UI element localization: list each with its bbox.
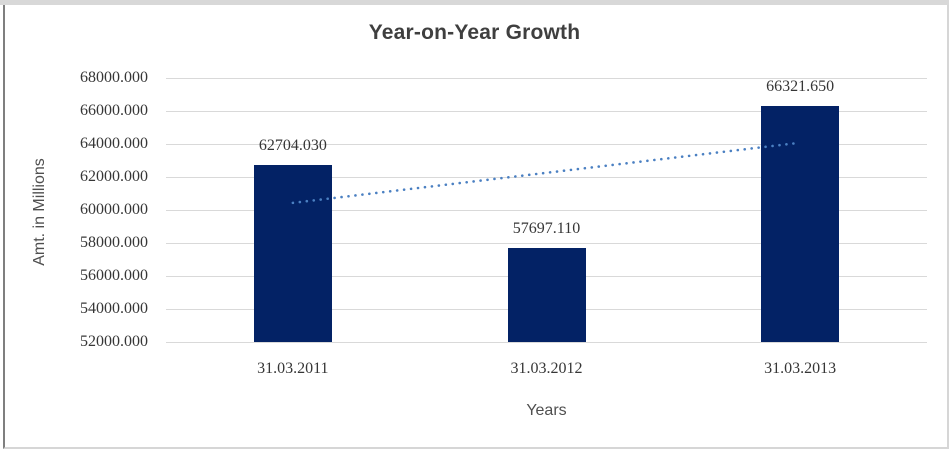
window-edge-strip (0, 0, 949, 5)
y-tick-label: 58000.000 (80, 234, 148, 251)
y-tick-label: 56000.000 (80, 267, 148, 284)
gridline (166, 111, 927, 112)
y-tick-label: 54000.000 (80, 300, 148, 317)
y-tick-label: 66000.000 (80, 102, 148, 119)
y-tick-label: 60000.000 (80, 201, 148, 218)
x-axis-title: Years (526, 402, 567, 419)
gridline (166, 342, 927, 343)
bar (507, 247, 586, 342)
y-tick-label: 68000.000 (80, 69, 148, 86)
y-tick-label: 64000.000 (80, 135, 148, 152)
chart-title: Year-on-Year Growth (368, 21, 581, 44)
x-tick-label: 31.03.2012 (510, 360, 583, 377)
bar (253, 165, 332, 342)
bar (761, 105, 840, 342)
data-label: 66321.650 (766, 77, 835, 95)
data-label: 62704.030 (258, 137, 327, 155)
trendline-dotted (291, 141, 798, 205)
x-tick-label: 31.03.2011 (257, 360, 329, 377)
gridline (166, 78, 927, 79)
data-label: 57697.110 (512, 219, 581, 237)
gridline (166, 210, 927, 211)
y-tick-label: 52000.000 (80, 333, 148, 350)
x-tick-label: 31.03.2013 (764, 360, 837, 377)
y-axis-title: Amt. in Millions (31, 158, 48, 266)
y-tick-label: 62000.000 (80, 168, 148, 185)
gridline (166, 243, 927, 244)
